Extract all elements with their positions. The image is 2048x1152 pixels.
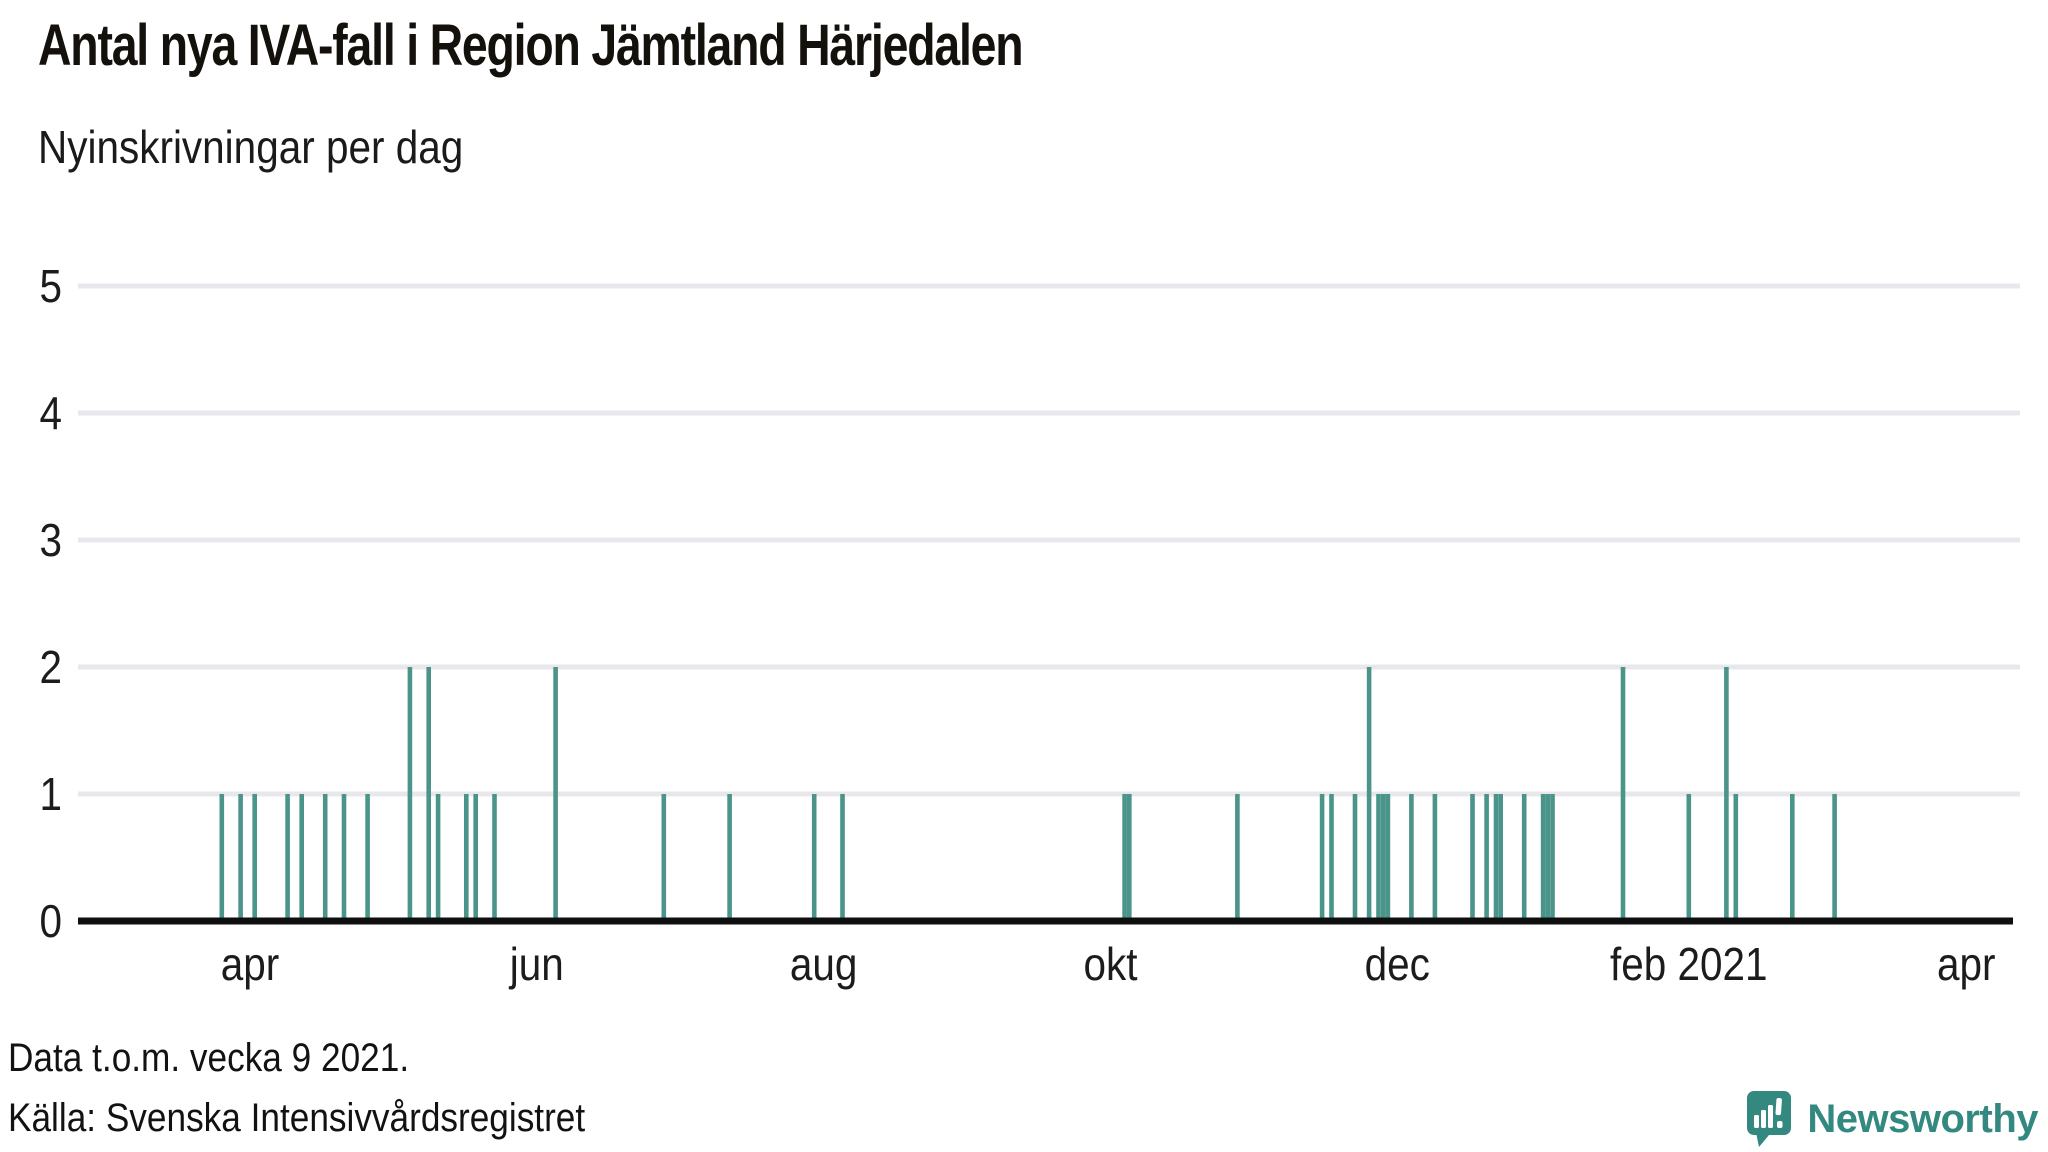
- x-tick-label-2021-02-01: feb 2021: [1610, 940, 1768, 991]
- bar-2020-10-28: [1235, 794, 1240, 921]
- x-tick-label-2020-12-01: dec: [1365, 940, 1430, 991]
- bar-2020-05-05: [407, 667, 413, 921]
- logo-bar-3: [1768, 1105, 1774, 1128]
- bar-2020-03-30: [238, 794, 243, 921]
- y-tick-label-5: 5: [39, 262, 62, 313]
- bar-2020-05-11: [435, 794, 441, 921]
- x-tick-label-2020-04-01: apr: [221, 940, 279, 991]
- bar-2020-10-05: [1127, 794, 1132, 921]
- bar-2020-11-17: [1329, 794, 1334, 921]
- bar-2020-12-09: [1432, 794, 1438, 921]
- bar-2020-04-02: [252, 794, 257, 921]
- bar-2020-05-19: [473, 794, 478, 921]
- bar-2021-02-01: [1686, 794, 1692, 921]
- bar-2020-08-05: [840, 794, 845, 921]
- newsworthy-wordmark: Newsworthy: [1807, 1096, 2038, 1141]
- bar-2020-05-17: [464, 794, 469, 921]
- chart-title: Antal nya IVA-fall i Region Jämtland Här…: [38, 13, 1024, 78]
- logo-bar-1: [1754, 1115, 1760, 1128]
- bar-2020-06-28: [661, 794, 667, 921]
- bar-2020-11-25: [1366, 667, 1372, 921]
- logo-bar-2: [1761, 1110, 1767, 1128]
- bar-2020-11-29: [1385, 794, 1391, 921]
- bar-2021-01-01: [1540, 794, 1546, 921]
- bar-2020-12-23: [1498, 794, 1503, 921]
- bar-2020-12-04: [1409, 794, 1414, 921]
- x-tick-label-2020-06-01: jun: [508, 940, 564, 991]
- bar-2020-07-12: [727, 794, 732, 921]
- bar-2020-11-27: [1376, 794, 1381, 921]
- y-tick-label-0: 0: [39, 897, 62, 948]
- bar-2020-12-17: [1470, 794, 1475, 921]
- newsworthy-bubble-chart-icon: [1747, 1091, 1792, 1147]
- logo-exclamation-stem: [1775, 1098, 1783, 1116]
- bar-2020-04-17: [322, 794, 328, 921]
- bar-2021-02-11: [1733, 794, 1739, 921]
- bar-2020-10-04: [1122, 794, 1127, 921]
- footer-note: Data t.o.m. vecka 9 2021.: [8, 1036, 410, 1080]
- bar-2020-11-15: [1319, 794, 1325, 921]
- bar-2020-05-23: [492, 794, 497, 921]
- bar-2020-12-22: [1493, 794, 1499, 921]
- bar-2020-12-28: [1521, 794, 1527, 921]
- x-tick-label-2020-10-01: okt: [1084, 940, 1138, 991]
- bar-2021-01-02: [1545, 794, 1551, 921]
- newsworthy-logo: Newsworthy: [1746, 1090, 2038, 1148]
- chart-subtitle: Nyinskrivningar per dag: [38, 121, 464, 173]
- bar-2020-06-05: [553, 667, 558, 921]
- bar-2021-03-04: [1832, 794, 1837, 921]
- bar-2020-04-12: [299, 794, 304, 921]
- bar-2020-12-20: [1484, 794, 1489, 921]
- bar-2020-03-26: [219, 794, 225, 921]
- bar-2020-11-28: [1380, 794, 1386, 921]
- bar-2020-05-09: [426, 667, 431, 921]
- y-tick-label-3: 3: [39, 516, 62, 567]
- bar-2020-07-30: [811, 794, 817, 921]
- bar-2021-02-23: [1790, 794, 1795, 921]
- footer-source: Källa: Svenska Intensivvårdsregistret: [8, 1096, 586, 1140]
- bar-2020-04-09: [285, 794, 290, 921]
- bar-2020-11-22: [1352, 794, 1358, 921]
- x-tick-label-2020-08-01: aug: [790, 940, 858, 991]
- y-tick-label-2: 2: [39, 643, 62, 694]
- bar-2021-01-03: [1550, 794, 1555, 921]
- bar-2020-04-26: [365, 794, 370, 921]
- bar-2021-01-18: [1620, 667, 1626, 921]
- x-tick-label-2021-04-01: apr: [1937, 940, 1995, 991]
- y-tick-label-4: 4: [39, 389, 62, 440]
- logo-exclamation-dot: [1777, 1121, 1783, 1128]
- bar-2021-02-09: [1724, 667, 1729, 921]
- y-tick-label-1: 1: [39, 770, 62, 821]
- bar-2020-04-21: [341, 794, 347, 921]
